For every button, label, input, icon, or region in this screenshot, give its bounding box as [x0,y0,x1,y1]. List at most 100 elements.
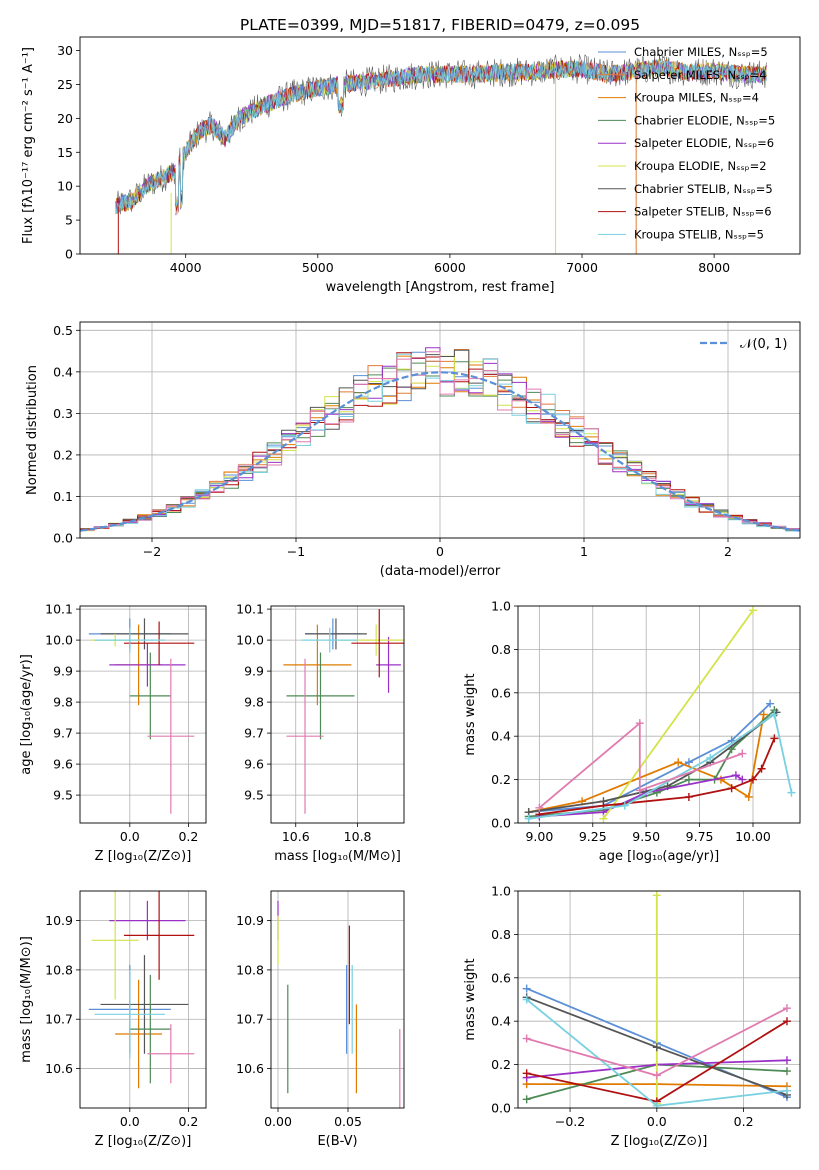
spectrum-line [115,59,767,214]
errorbar-point [286,652,355,740]
series-marker [522,1095,531,1104]
gaussian-curve [80,371,800,532]
y-tick-label: 10.8 [45,962,73,977]
series-lines [522,891,791,1108]
y-tick-label: 10.6 [45,1061,73,1076]
y-tick-label: 0.0 [491,1101,511,1116]
series-marker [766,699,775,708]
weight-vs-Z-panel: −0.2 0.0 0.2 0.0 0.2 0.4 0.6 0.8 1.0 Z [log₁₀(Z/Z… [463,884,801,1149]
series-marker [599,814,608,823]
series-marker [652,891,661,900]
axes-frame [79,890,207,1109]
series-marker [738,749,747,758]
errorbar-point [109,643,186,687]
y-tick-label: 5 [65,213,73,228]
axes-frame [79,605,207,824]
age-vs-Z-panel: 0.0 0.2 9.5 9.6 9.7 9.8 9.9 10.0 10.1 Z [log₁₀(Z/… [19,602,207,864]
x-axis-label: Z [log₁₀(Z/Z⊙)] [611,1134,708,1149]
legend-label: Kroupa STELIB, Nₛₛₚ=5 [634,227,764,241]
x-tick-label: 10.6 [282,829,310,844]
x-tick-label: 0.0 [120,1114,140,1129]
histograms [80,347,800,538]
y-tick-label: 9.6 [244,757,264,772]
y-tick-label: 30 [57,43,73,58]
x-tick-label: 9.00 [525,829,553,844]
mass-vs-Z-panel: 0.0 0.2 10.6 10.7 10.8 10.9 Z [log₁₀(Z/Z⊙)] mas… [19,890,207,1149]
errorbar-point [115,979,163,1089]
y-tick-label: 9.7 [244,726,264,741]
y-tick-label: 0.2 [491,772,511,787]
y-tick-label: 9.5 [244,788,264,803]
y-tick-label: 1.0 [491,884,511,899]
errorbar-point [286,658,324,814]
y-tick-label: 10.7 [236,1012,264,1027]
y-tick-label: 9.6 [53,757,73,772]
series-marker [684,775,693,784]
y-tick-label: 0.0 [491,816,511,831]
series-marker [731,771,740,780]
series-marker [749,606,757,615]
errorbar-point [123,621,195,665]
x-tick-label: −0.2 [555,1114,585,1129]
x-tick-label: −1 [287,544,305,559]
errorbar-point [129,652,171,740]
series-line [602,609,754,820]
series-marker [522,984,531,993]
y-tick-label: 1.0 [491,599,511,614]
x-axis-label: Z [log₁₀(Z/Z⊙)] [95,849,192,864]
series-marker [706,753,715,762]
series-marker [522,995,531,1004]
series [524,708,781,817]
y-tick-label: 0.4 [53,364,73,379]
y-tick-label: 0.2 [53,447,73,462]
errorbar-point [100,618,189,650]
y-tick-label: 10 [57,179,73,194]
series-line [528,711,778,813]
y-tick-label: 9.8 [53,695,73,710]
series-marker [652,1101,661,1108]
legend-label: Salpeter ELODIE, Nₛₛₚ=6 [634,136,774,150]
x-tick-label: 10.00 [735,829,771,844]
y-axis-label: mass [log₁₀(M/M⊙)] [19,936,34,1063]
age-vs-mass-panel: 10.6 10.8 9.5 9.6 9.7 9.8 9.9 10.0 10.1 mass [log… [236,602,405,864]
series-marker [727,784,736,793]
x-tick-label: 0.05 [334,1114,362,1129]
series-marker [535,803,544,812]
series-marker [744,792,753,801]
legend-label: 𝒩(0, 1) [740,337,787,352]
y-tick-label: 10.1 [45,602,73,617]
legend-label: Chabrier STELIB, Nₛₛₚ=5 [634,182,773,196]
axes-frame [517,890,801,1109]
y-tick-label: 0.0 [53,531,73,546]
series-marker [522,1069,531,1078]
y-tick-label: 25 [57,77,73,92]
y-axis-label: Normed distribution [25,365,40,495]
x-axis-label: age [log₁₀(age/yr)] [599,849,720,864]
errorbar-point [100,955,189,1054]
figure-title: PLATE=0399, MJD=51817, FIBERID=0479, z=0… [240,16,640,34]
x-tick-label: 8000 [698,260,730,275]
x-axis-label: (data-model)/error [380,564,501,579]
series-lines [524,606,796,823]
x-axis-label: wavelength [Angstrom, rest frame] [326,280,555,295]
y-tick-label: 9.8 [244,695,264,710]
x-tick-label: 1 [580,544,588,559]
y-tick-label: 10.1 [236,602,264,617]
axes-frame [79,321,801,539]
residuals-panel: −2 −1 0 1 2 0.0 0.1 0.2 0.3 0.4 0.5 (data-model)/er… [25,321,801,579]
x-axis-label: E(B-V) [317,1134,357,1149]
errorbar-point [91,891,139,1000]
legend-label: Kroupa ELODIE, Nₛₛₚ=2 [634,159,767,173]
errorbar-point [109,900,186,941]
series [524,706,779,821]
y-tick-label: 15 [57,145,73,160]
y-tick-label: 0.6 [491,685,511,700]
x-tick-label: 9.25 [579,829,607,844]
x-tick-label: 6000 [434,260,466,275]
series-marker [782,1017,791,1026]
x-tick-label: 0.2 [178,1114,198,1129]
series-marker [652,1043,661,1052]
y-tick-label: 9.9 [53,664,73,679]
y-axis-label: mass weight [463,958,478,1040]
series [535,719,747,812]
